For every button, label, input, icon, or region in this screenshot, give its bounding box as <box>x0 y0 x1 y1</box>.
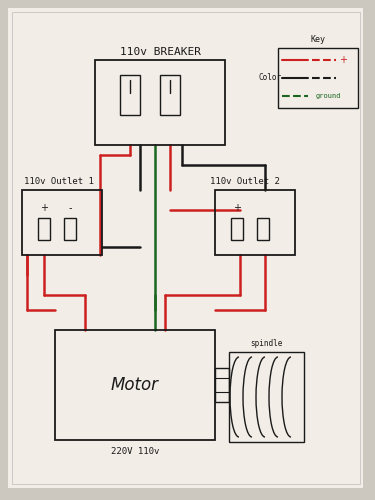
Bar <box>120 75 140 115</box>
Text: +: + <box>40 203 48 213</box>
Bar <box>229 352 304 442</box>
Text: Motor: Motor <box>111 376 159 394</box>
Text: +: + <box>233 203 241 213</box>
Bar <box>215 190 295 255</box>
Bar <box>278 48 358 108</box>
Text: 110v BREAKER: 110v BREAKER <box>120 47 201 57</box>
Text: spindle: spindle <box>251 340 283 348</box>
Bar <box>215 368 229 402</box>
Text: 220V 110v: 220V 110v <box>111 448 159 456</box>
Text: 110v Outlet 2: 110v Outlet 2 <box>210 178 280 186</box>
Bar <box>257 218 269 240</box>
Text: 110v Outlet 1: 110v Outlet 1 <box>24 178 94 186</box>
Bar <box>231 218 243 240</box>
Bar <box>55 330 215 440</box>
Text: ground: ground <box>316 93 342 99</box>
Text: Key: Key <box>310 36 326 44</box>
Bar <box>22 190 102 255</box>
Text: -: - <box>68 203 72 213</box>
Bar <box>38 218 50 240</box>
Text: +: + <box>339 55 347 65</box>
Bar <box>95 60 225 145</box>
Bar <box>64 218 76 240</box>
Text: Color: Color <box>258 74 282 82</box>
Bar <box>160 75 180 115</box>
